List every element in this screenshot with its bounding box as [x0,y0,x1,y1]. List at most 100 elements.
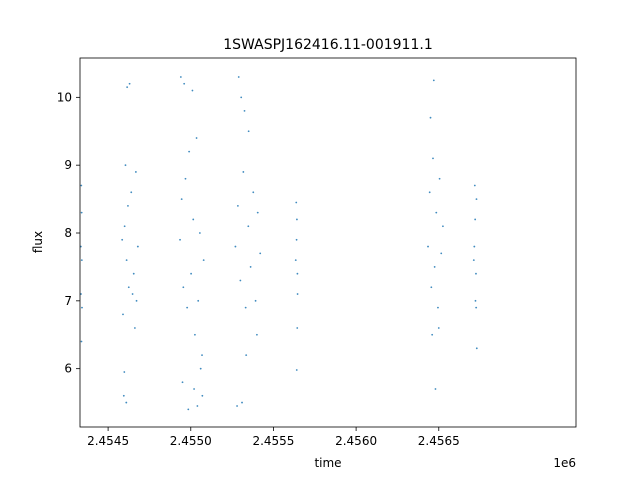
data-point [127,286,130,289]
data-point [202,259,205,262]
data-point [244,306,247,309]
data-point [438,177,441,180]
data-point [247,130,250,133]
x-axis-label: time [314,456,341,470]
data-point [135,299,138,302]
y-tick-label: 7 [64,294,72,308]
data-point [182,286,185,289]
data-point [256,333,258,336]
y-axis-ticks: 6 7 8 9 10 [57,90,80,376]
data-point [252,191,255,194]
x-axis-offset-label: 1e6 [553,456,576,470]
data-point [80,259,83,262]
data-point [122,394,125,397]
data-point [431,333,434,336]
data-point [440,252,443,255]
data-point [80,340,83,343]
data-point [195,137,198,139]
data-point [190,272,193,275]
y-tick-label: 8 [64,226,72,240]
data-point [442,225,444,228]
data-point [434,388,437,390]
data-point [474,218,477,221]
data-point [247,225,250,228]
data-point [435,211,438,214]
data-point [473,184,476,187]
x-tick-label: 2.4565 [418,434,460,448]
data-point [236,405,238,407]
data-point [184,177,187,180]
y-axis-label: flux [31,231,45,253]
data-point [234,245,237,248]
data-point [192,218,195,221]
x-tick-label: 2.4555 [252,434,294,448]
data-point [122,313,124,316]
data-point [134,171,137,173]
data-point [123,225,126,228]
data-point [432,157,434,160]
data-point [259,252,262,255]
x-tick-label: 2.4560 [335,434,377,448]
data-point [240,96,243,99]
data-point [429,116,432,119]
data-point [187,408,190,411]
data-point [125,401,128,404]
data-point [432,79,435,82]
data-point [296,272,299,275]
data-point [201,354,203,356]
data-point [125,259,128,262]
data-point [80,293,82,295]
data-point [295,201,298,204]
data-point [124,164,127,167]
data-point [179,76,182,78]
data-point [475,272,477,275]
data-point [127,204,129,207]
data-point [136,245,139,248]
data-point [199,367,202,370]
data-point [437,327,440,329]
data-point [133,327,136,329]
data-point [475,198,478,200]
data-point [198,232,201,234]
plot-frame [79,57,577,428]
x-tick-label: 2.4550 [170,434,212,448]
data-point [296,327,299,329]
data-point [191,89,194,92]
data-point [437,306,439,309]
y-tick-label: 10 [57,90,72,104]
data-point [131,293,134,295]
data-point [181,381,184,384]
data-point [430,286,433,289]
data-point [126,86,129,89]
data-point [249,266,252,268]
data-point [296,293,299,295]
data-point [180,198,183,200]
data-point [193,388,195,390]
data-point [236,204,239,207]
data-point [242,171,245,173]
data-point [196,405,199,407]
data-point [245,354,248,356]
data-point [81,306,83,309]
data-point [130,191,133,194]
data-point [239,279,242,282]
x-axis-ticks: 2.4545 2.4550 2.4555 2.4560 2.4565 [87,427,460,448]
chart-title: 1SWASPJ162416.11-001911.1 [223,37,432,53]
data-point [121,238,124,241]
data-point [473,245,476,248]
data-point [296,218,298,221]
data-point [237,76,240,78]
data-point [132,272,135,275]
data-points [79,76,478,411]
data-point [241,401,243,404]
data-point [428,191,431,194]
data-point [254,299,257,302]
data-point [80,211,83,214]
data-point [186,306,189,309]
data-point [80,184,83,187]
data-point [474,299,477,302]
data-point [256,211,259,214]
data-point [475,306,478,309]
